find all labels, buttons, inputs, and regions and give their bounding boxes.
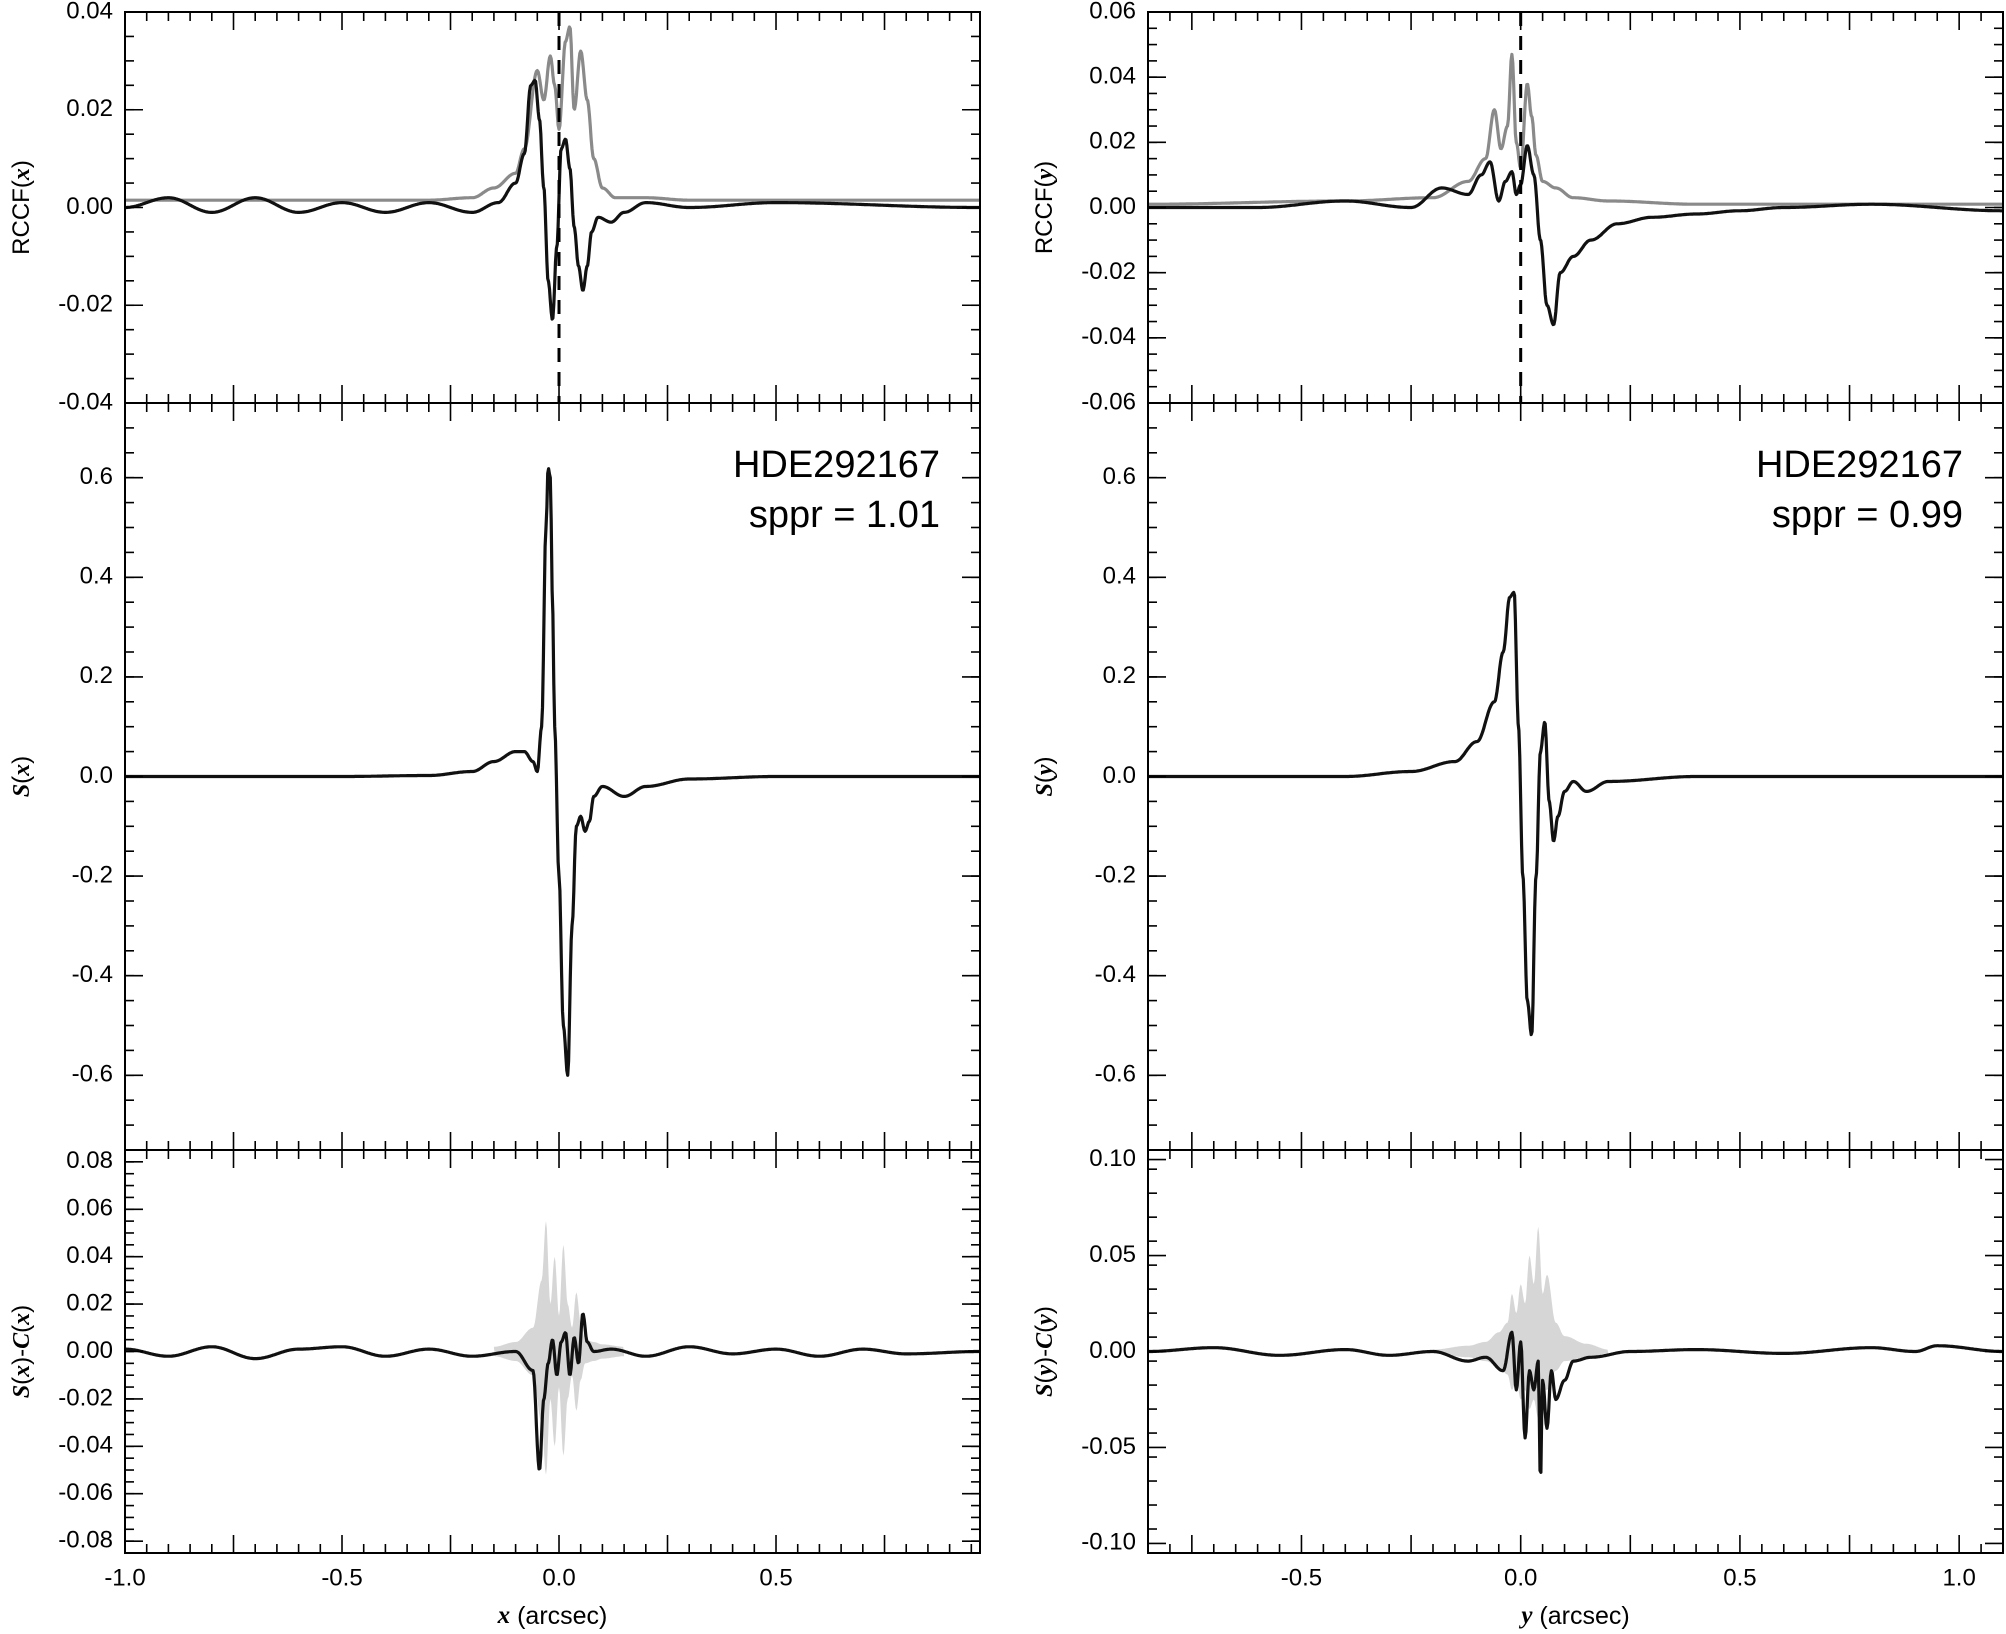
y-tick-label: 0.2: [80, 662, 113, 689]
x-tick-label: 0.5: [1723, 1564, 1756, 1591]
y-tick-label: 0.00: [1089, 1337, 1136, 1364]
y-tick-label: 0.06: [66, 1195, 113, 1222]
annotation-line: HDE292167: [733, 444, 940, 486]
y-tick-label: -0.6: [1095, 1061, 1136, 1088]
chart-left-mid: -0.6 -0.4 -0.2 0.0 0.2 0.4 0.6 S(x) HDE292167 spp…: [8, 402, 981, 1151]
chart-left-bot: -0.08 -0.06 -0.04 -0.02 0.00 0.02 0.04 0.06 0.08…: [8, 1147, 981, 1630]
y-tick-label: 0.0: [1103, 762, 1136, 789]
y-tick-label: 0.00: [66, 193, 113, 220]
series-line-gray: [1148, 52, 2003, 206]
y-tick-label: -0.04: [1081, 323, 1136, 350]
y-tick-label: 0.05: [1089, 1241, 1136, 1268]
y-tick-label: 0.00: [1089, 193, 1136, 220]
y-tick-label: -0.02: [58, 291, 113, 318]
plot-area: [125, 467, 980, 1077]
y-axis-label: S(y)-C(y): [1031, 1306, 1058, 1397]
y-axis-label: S(y): [1031, 756, 1058, 796]
chart-right-top: -0.06 -0.04 -0.02 0.00 0.02 0.04 0.06 RCCF(y): [1031, 0, 2004, 415]
y-tick-label: -0.08: [58, 1526, 113, 1553]
y-tick-label: 0.06: [1089, 0, 1136, 24]
y-tick-label: -0.02: [58, 1384, 113, 1411]
y-tick-label: -0.05: [1081, 1433, 1136, 1460]
x-tick-label: 1.0: [1942, 1564, 1975, 1591]
y-tick-label: 0.2: [1103, 662, 1136, 689]
y-tick-label: 0.04: [66, 1242, 113, 1269]
y-tick-label: 0.00: [66, 1337, 113, 1364]
y-tick-label: -0.4: [72, 961, 113, 988]
y-tick-label: 0.02: [66, 1289, 113, 1316]
uncertainty-band: [1433, 1226, 1609, 1419]
chart-right-mid: -0.6 -0.4 -0.2 0.0 0.2 0.4 0.6 S(y) HDE292167 spp…: [1031, 402, 2004, 1151]
plot-area: [1148, 1226, 2003, 1474]
x-tick-label: -0.5: [321, 1564, 362, 1591]
y-axis-label: RCCF(x): [8, 160, 35, 255]
y-tick-label: 0.4: [80, 563, 113, 590]
y-tick-label: -0.06: [58, 1479, 113, 1506]
y-tick-label: -0.2: [1095, 861, 1136, 888]
y-tick-label: -0.4: [1095, 961, 1136, 988]
y-tick-label: -0.06: [1081, 388, 1136, 415]
y-tick-label: 0.6: [1103, 463, 1136, 490]
chart-right-bot: -0.10 -0.05 0.00 0.05 0.10 -0.5 0.0 0.5 1.0 S(y)-…: [1031, 1145, 2004, 1630]
y-tick-label: 0.02: [66, 95, 113, 122]
series-line-black: [1148, 144, 2003, 327]
annotation-line: sppr = 1.01: [749, 494, 940, 536]
annotation-line: HDE292167: [1756, 444, 1963, 486]
y-axis-label: RCCF(y): [1031, 161, 1058, 254]
y-tick-label: 0.0: [80, 762, 113, 789]
y-tick-label: 0.02: [1089, 128, 1136, 155]
x-tick-label: 0.5: [759, 1564, 792, 1591]
x-axis-label: y (arcsec): [1518, 1602, 1629, 1630]
series-line-black: [1148, 1330, 2003, 1474]
y-tick-label: -0.04: [58, 1432, 113, 1459]
x-tick-label: -0.5: [1281, 1564, 1322, 1591]
y-tick-label: 0.08: [66, 1147, 113, 1174]
plot-area: [125, 12, 980, 403]
y-axis-label: S(x): [8, 756, 35, 797]
annotation-line: sppr = 0.99: [1772, 494, 1963, 536]
x-tick-label: 0.0: [542, 1564, 575, 1591]
chart-left-top: -0.04 -0.02 0.00 0.02 0.04 RCCF(x): [8, 0, 981, 415]
y-tick-label: -0.02: [1081, 258, 1136, 285]
x-axis-label: x (arcsec): [497, 1602, 608, 1630]
series-line-black: [125, 467, 980, 1077]
plot-area: [125, 1221, 980, 1475]
plot-area: [1148, 12, 2003, 403]
x-tick-label: 0.0: [1504, 1564, 1537, 1591]
y-tick-label: -0.2: [72, 861, 113, 888]
y-tick-label: -0.10: [1081, 1529, 1136, 1556]
y-tick-label: 0.4: [1103, 563, 1136, 590]
series-line-black: [1148, 590, 2003, 1037]
y-tick-label: -0.6: [72, 1061, 113, 1088]
y-tick-label: 0.04: [1089, 63, 1136, 90]
plot-area: [1148, 590, 2003, 1037]
x-tick-label: -1.0: [104, 1564, 145, 1591]
y-tick-label: 0.04: [66, 0, 113, 24]
y-axis-label: S(x)-C(x): [8, 1305, 35, 1398]
y-tick-label: 0.6: [80, 463, 113, 490]
series-line-black: [125, 78, 980, 321]
y-tick-label: -0.04: [58, 388, 113, 415]
y-tick-label: 0.10: [1089, 1145, 1136, 1172]
series-line-gray: [125, 25, 980, 202]
series-line-black: [125, 1312, 980, 1471]
